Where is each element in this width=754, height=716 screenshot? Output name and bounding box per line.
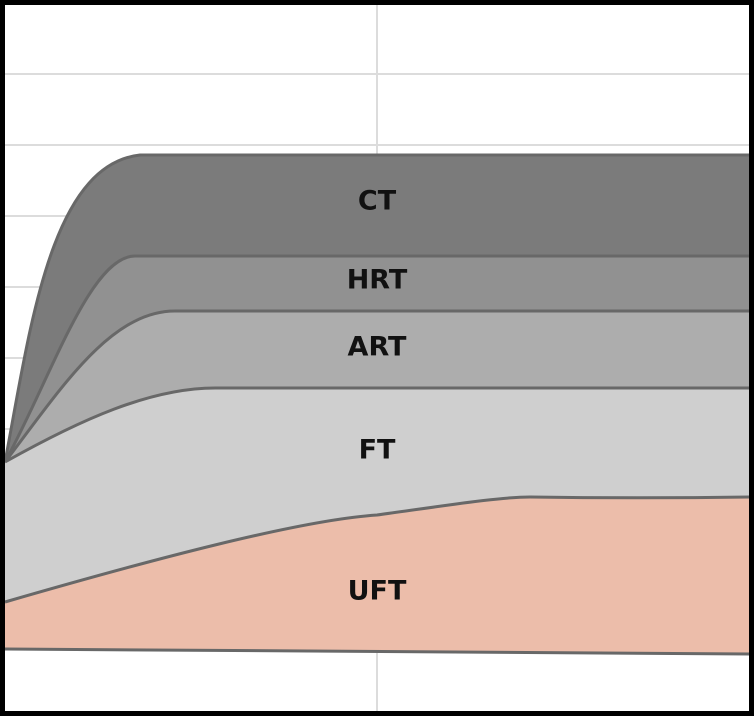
areas [5,155,750,712]
hrt-edge [3,254,750,463]
uft-edge [4,495,751,604]
layer-label: ART [348,332,407,363]
ct-edge [3,153,750,463]
art-edge [3,309,750,463]
layer-label: UFT [348,576,407,607]
uft-area [5,497,750,660]
base-edge [4,647,751,656]
edges [3,153,751,656]
layer-label: HRT [347,265,408,296]
layer-label: FT [359,435,396,466]
ft-edge [4,386,750,464]
layer-label: CT [358,186,397,217]
